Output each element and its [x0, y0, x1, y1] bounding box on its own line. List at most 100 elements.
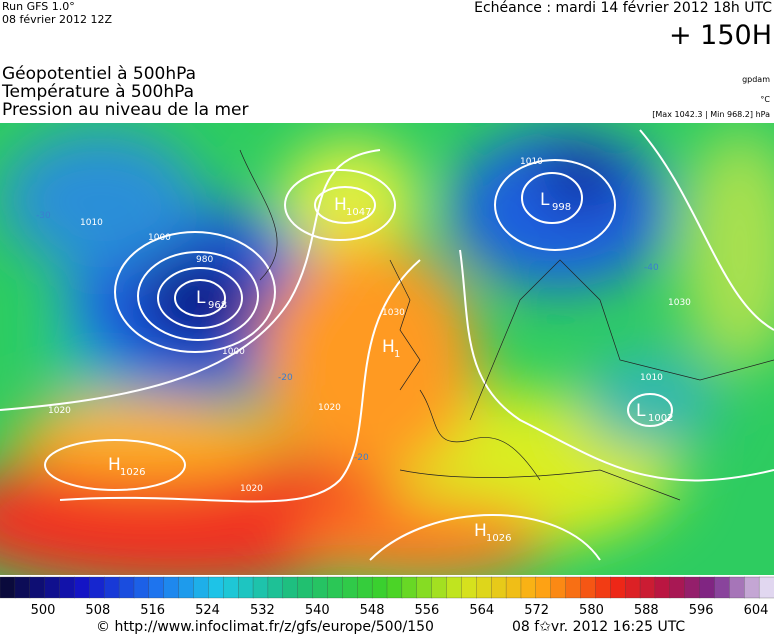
- colorbar-tick-label: 508: [85, 603, 110, 618]
- colorbar-swatch: [535, 576, 552, 599]
- colorbar-swatch: [461, 576, 477, 599]
- unit: [Max 1042.3 | Min 968.2] hPa: [652, 110, 770, 119]
- center-value: 1026: [486, 533, 511, 544]
- colorbar-swatch: [133, 576, 150, 599]
- center-letter: L: [540, 190, 550, 210]
- colorbar-swatch: [625, 576, 641, 599]
- center-letter: H: [474, 521, 487, 541]
- colorbar-tick-label: 564: [469, 603, 494, 618]
- coastlines: [239, 149, 774, 501]
- contour-label: 980: [196, 255, 213, 265]
- colorbar-swatch: [357, 576, 373, 599]
- contour-label: 1020: [318, 403, 341, 413]
- colorbar-swatch: [595, 576, 611, 599]
- colorbar-swatch: [89, 576, 105, 599]
- center-letter: L: [196, 288, 206, 308]
- colorbar-swatch: [118, 576, 135, 599]
- colorbar-swatch: [238, 576, 254, 599]
- colorbar-swatch: [74, 576, 90, 599]
- colorbar-swatch: [491, 576, 507, 599]
- center-letter: H: [382, 337, 395, 357]
- source: © http://www.infoclimat.fr/z/gfs/europe/…: [96, 619, 434, 635]
- colorbar-tick-label: 596: [689, 603, 714, 618]
- lead-time: + 150H: [668, 20, 772, 51]
- contour-label: 1010: [520, 157, 543, 167]
- contour-label: -40: [644, 263, 659, 273]
- colorbar-swatch: [550, 576, 567, 599]
- field: Température à 500hPa: [2, 82, 195, 102]
- colorbar-swatch: [669, 576, 686, 599]
- center-letter: H: [334, 195, 347, 215]
- colorbar-swatch: [565, 576, 582, 599]
- colorbar-swatch: [312, 576, 329, 599]
- contour-label: 1020: [240, 484, 263, 494]
- colorbar-tick-label: 516: [140, 603, 165, 618]
- colorbar-tick-label: 556: [415, 603, 440, 618]
- contour-label: 1010: [640, 373, 663, 383]
- colorbar-swatch: [446, 576, 463, 599]
- contour-label: 1030: [382, 308, 405, 318]
- field: Géopotentiel à 500hPa: [2, 64, 197, 84]
- unit: °C: [760, 95, 770, 104]
- colorbar-tick-label: 532: [250, 603, 275, 618]
- colorbar-swatch: [520, 576, 537, 599]
- unit: gpdam: [742, 75, 770, 84]
- center-value: 1002: [648, 413, 673, 424]
- colorbar-swatch: [401, 576, 418, 599]
- colorbar-swatch: [699, 576, 716, 599]
- colorbar-swatch: [729, 576, 745, 599]
- colorbar-tick-label: 524: [195, 603, 220, 618]
- center-letter: H: [108, 455, 121, 475]
- isobars: [0, 129, 774, 561]
- valid-time: Echéance : mardi 14 février 2012 18h UTC: [474, 0, 772, 16]
- colorbar-swatch: [252, 576, 269, 599]
- colorbar-swatch: [29, 576, 46, 599]
- colorbar-swatch: [416, 576, 433, 599]
- colorbar-tick-label: 500: [31, 603, 56, 618]
- colorbar-swatch: [342, 576, 358, 599]
- colorbar-tick-label: 580: [579, 603, 604, 618]
- colorbar-tick-label: 540: [305, 603, 330, 618]
- colorbar-tick-label: 548: [360, 603, 385, 618]
- colorbar-swatch: [282, 576, 299, 599]
- colorbar-swatch: [744, 576, 760, 599]
- generated: 08 f✩vr. 2012 16:25 UTC: [512, 619, 686, 635]
- contour-label: -20: [278, 373, 293, 383]
- colorbar-swatch: [476, 576, 492, 599]
- colorbar-tick-label: 604: [744, 603, 769, 618]
- colorbar-swatch: [431, 576, 448, 599]
- center-value: 1: [394, 349, 400, 360]
- center-value: 1047: [346, 207, 371, 218]
- colorbar-swatch: [223, 576, 239, 599]
- run: Run GFS 1.0°: [2, 0, 75, 13]
- field: Pression au niveau de la mer: [2, 100, 249, 120]
- colorbar-swatch: [208, 576, 224, 599]
- colorbar-swatch: [714, 576, 730, 599]
- center-value: 1026: [120, 467, 145, 478]
- colorbar-swatch: [639, 576, 656, 599]
- colorbar-swatch: [148, 576, 165, 599]
- colorbar-tick-label: 572: [524, 603, 549, 618]
- center-letter: L: [636, 401, 646, 421]
- colorbar-swatch: [104, 576, 120, 599]
- colorbar-swatch: [758, 576, 774, 599]
- colorbar-swatch: [44, 576, 61, 599]
- contour-label: 1000: [148, 233, 171, 243]
- center-value: 998: [552, 202, 571, 213]
- colorbar-swatch: [297, 576, 314, 599]
- colorbar-swatch: [327, 576, 343, 599]
- colorbar-swatch: [14, 576, 31, 599]
- colorbar-swatch: [178, 576, 195, 599]
- colorbar-tick-label: 588: [634, 603, 659, 618]
- colorbar-swatch: [684, 576, 701, 599]
- contour-label: 1020: [48, 406, 71, 416]
- contour-label: -30: [36, 211, 51, 221]
- colorbar-swatch: [371, 576, 388, 599]
- colorbar-swatch: [163, 576, 180, 599]
- contour-label: 1000: [222, 347, 245, 357]
- colorbar-swatch: [193, 576, 210, 599]
- contour-label: 1010: [80, 218, 103, 228]
- contour-label: -20: [354, 453, 369, 463]
